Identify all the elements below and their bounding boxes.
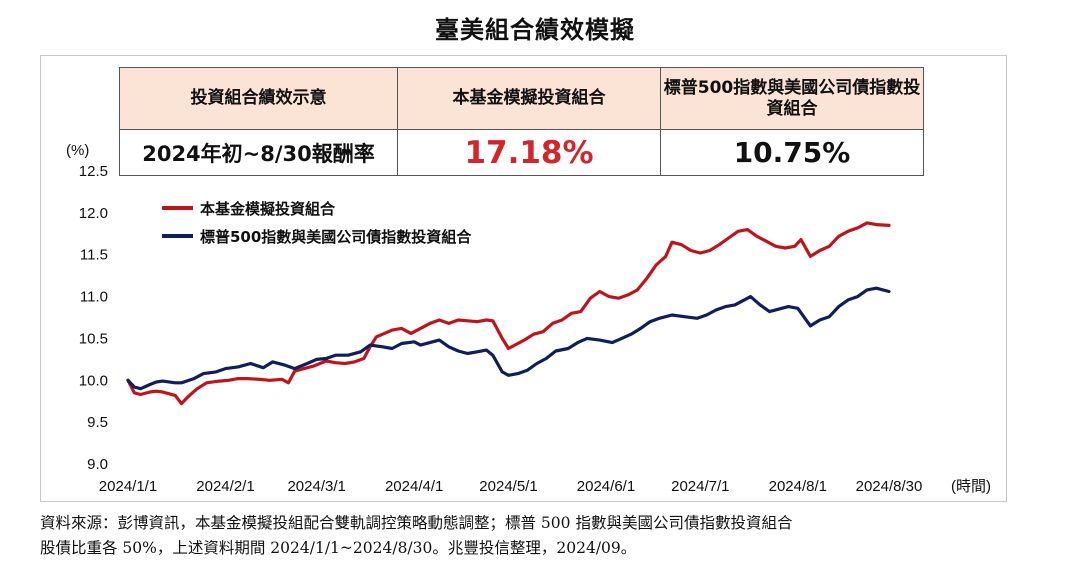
y-tick-label: 9.0 — [87, 456, 108, 473]
header-fund-portfolio: 本基金模擬投資組合 — [397, 67, 661, 130]
period-label: 2024年初~8/30報酬率 — [119, 129, 398, 176]
y-tick-label: 12.5 — [79, 163, 108, 180]
x-tick-label: 2024/3/1 — [287, 478, 345, 495]
benchmark-return-value: 10.75% — [660, 129, 924, 176]
page-title: 臺美組合績效模擬 — [435, 15, 635, 44]
x-tick-label: 2024/8/1 — [769, 478, 827, 495]
y-tick-label: 9.5 — [87, 414, 108, 431]
x-tick-label: 2024/1/1 — [99, 478, 157, 495]
y-axis-unit-label: (%) — [66, 142, 89, 159]
y-tick-label: 11.5 — [80, 247, 108, 264]
y-tick-label: 10.5 — [79, 330, 108, 347]
series-line-1 — [126, 221, 891, 406]
x-axis-unit-label: (時間) — [951, 478, 991, 495]
footnote-line-1: 資料來源：彭博資訊，本基金模擬投組配合雙軌調控策略動態調整；標普 500 指數與… — [40, 514, 793, 532]
header-portfolio-performance: 投資組合績效示意 — [119, 67, 398, 130]
table-header-row: 投資組合績效示意 本基金模擬投資組合 標普500指數與美國公司債指數投資組合 — [119, 67, 924, 130]
x-tick-label: 2024/5/1 — [479, 478, 537, 495]
chart-frame — [40, 55, 1007, 502]
fund-return-value: 17.18% — [397, 129, 661, 176]
x-tick-label: 2024/7/1 — [671, 478, 729, 495]
performance-table: 投資組合績效示意 本基金模擬投資組合 標普500指數與美國公司債指數投資組合 2… — [119, 67, 924, 176]
series-line-2 — [126, 286, 891, 391]
table-return-row: 2024年初~8/30報酬率 17.18% 10.75% — [119, 129, 924, 176]
x-tick-label: 2024/8/30 — [856, 478, 923, 495]
y-tick-label: 10.0 — [79, 372, 108, 389]
header-benchmark-portfolio: 標普500指數與美國公司債指數投資組合 — [660, 67, 924, 130]
footnote-line-2: 股債比重各 50%，上述資料期間 2024/1/1~2024/8/30。兆豐投信… — [40, 539, 637, 557]
legend-label-1: 本基金模擬投資組合 — [200, 200, 336, 218]
y-tick-label: 12.0 — [79, 205, 108, 222]
x-tick-label: 2024/4/1 — [385, 478, 443, 495]
x-tick-label: 2024/6/1 — [577, 478, 635, 495]
footnote: 資料來源：彭博資訊，本基金模擬投組配合雙軌調控策略動態調整；標普 500 指數與… — [40, 511, 1060, 561]
y-tick-label: 11.0 — [80, 289, 108, 306]
legend-label-2: 標普500指數與美國公司債指數投資組合 — [200, 228, 472, 246]
x-tick-label: 2024/2/1 — [196, 478, 254, 495]
